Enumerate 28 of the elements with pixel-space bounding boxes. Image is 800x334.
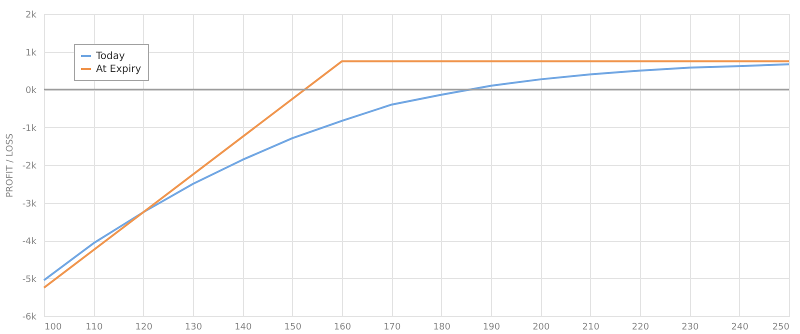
x-tick-label: 180 [433, 322, 451, 332]
x-tick-label: 210 [582, 322, 600, 332]
y-tick-label: -5k [22, 274, 38, 285]
x-tick-label: 130 [184, 322, 202, 332]
y-tick-label: -4k [22, 237, 38, 247]
x-tick-label: 220 [632, 322, 650, 332]
y-tick-label: -1k [22, 124, 38, 134]
x-tick-label: 150 [284, 322, 302, 332]
y-tick-label: -3k [22, 199, 38, 210]
y-tick-label: -6k [22, 312, 38, 322]
x-tick-label: 170 [384, 322, 402, 332]
x-tick-label: 250 [772, 322, 790, 332]
x-tick-label: 160 [334, 322, 352, 332]
legend-label: At Expiry [96, 64, 142, 75]
x-tick-label: 230 [682, 322, 700, 332]
y-tick-label: 1k [26, 48, 38, 58]
y-tick-label: 2k [26, 10, 38, 20]
legend-label: Today [95, 51, 126, 62]
y-tick-label: 0k [26, 86, 38, 96]
y-axis-title: PROFIT / LOSS [5, 133, 16, 198]
x-tick-label: 240 [731, 322, 749, 332]
x-tick-label: 120 [135, 322, 153, 332]
x-tick-label: 100 [44, 322, 62, 332]
x-tick-label: 110 [86, 322, 104, 332]
x-tick-label: 190 [482, 322, 500, 332]
x-tick-label: 140 [234, 322, 252, 332]
y-tick-label: -2k [22, 162, 38, 172]
x-tick-label: 200 [532, 322, 550, 332]
